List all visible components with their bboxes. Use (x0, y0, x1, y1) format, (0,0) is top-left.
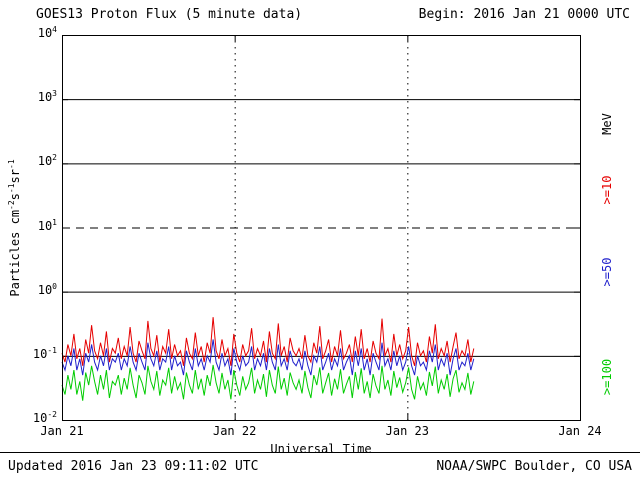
x-tick-label: Jan 22 (212, 424, 257, 438)
begin-timestamp: Begin: 2016 Jan 21 0000 UTC (418, 7, 630, 22)
footer-divider (0, 452, 640, 453)
plot-border (62, 35, 581, 421)
x-tick-label: Jan 23 (385, 424, 429, 438)
mev-unit-label: MeV (600, 113, 614, 135)
chart-title: GOES13 Proton Flux (5 minute data) (36, 7, 303, 22)
y-tick-label: 104 (37, 25, 57, 41)
x-tick-label: Jan 21 (40, 424, 84, 438)
y-tick-label: 10-1 (32, 345, 57, 361)
series-line-50 (61, 339, 475, 376)
y-axis-label: Particles cm-2s-1sr-1 (7, 159, 22, 297)
series-line-100 (61, 364, 475, 401)
series-label-100: >=100 (600, 358, 614, 396)
y-tick-label: 101 (37, 217, 57, 233)
series-line-10 (61, 317, 475, 366)
y-tick-label: 10-2 (32, 410, 57, 426)
series-label-50: >=50 (600, 257, 614, 287)
credit-text: NOAA/SWPC Boulder, CO USA (436, 459, 632, 474)
y-tick-label: 102 (37, 153, 57, 169)
series-label-10: >=10 (600, 175, 614, 205)
x-axis-label: Universal Time (270, 442, 372, 456)
updated-timestamp: Updated 2016 Jan 23 09:11:02 UTC (8, 459, 259, 474)
y-tick-label: 100 (37, 281, 57, 297)
x-tick-label: Jan 24 (558, 424, 602, 438)
y-tick-label: 103 (37, 89, 57, 105)
